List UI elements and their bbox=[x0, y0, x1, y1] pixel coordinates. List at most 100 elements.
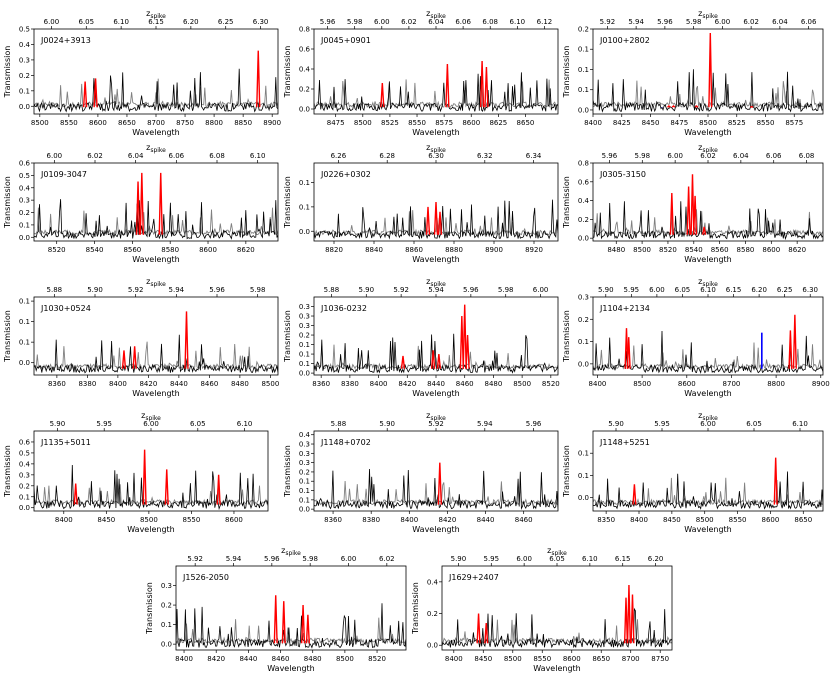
z-tick-label: 5.96 bbox=[320, 18, 336, 26]
z-tick-label: 6.32 bbox=[477, 152, 493, 160]
x-tick-label: 8520 bbox=[368, 655, 386, 663]
z-tick-label: 5.98 bbox=[498, 286, 514, 294]
y-tick-label: 0.1 bbox=[19, 87, 30, 95]
quasar-name-label: J1135+5011 bbox=[40, 438, 91, 447]
spike-marker bbox=[669, 193, 674, 235]
quasar-name-label: J1148+0702 bbox=[320, 438, 371, 447]
z-tick-label: 5.92 bbox=[187, 555, 203, 563]
x-tick-label: 8750 bbox=[176, 119, 194, 127]
z-tick-label: 6.00 bbox=[700, 420, 716, 428]
y-axis-label: Transmission bbox=[3, 176, 12, 229]
y-axis-label: Transmission bbox=[562, 176, 571, 229]
x-tick-label: 8480 bbox=[304, 655, 322, 663]
x-tick-label: 8520 bbox=[659, 246, 677, 254]
spike-marker bbox=[702, 226, 707, 235]
z-tick-label: 6.34 bbox=[526, 152, 542, 160]
z-tick-label: 6.00 bbox=[341, 555, 357, 563]
x-tick-label: 8500 bbox=[261, 380, 279, 388]
spike-marker bbox=[484, 66, 489, 108]
y-axis-label: Transmission bbox=[283, 310, 292, 363]
z-tick-label: 6.02 bbox=[87, 152, 103, 160]
plot-frame bbox=[33, 162, 279, 242]
spectrum-panel: 8360 8380 8400 8420 8440 8460 8480 8500 0.0 0.1 0.… bbox=[3, 277, 279, 398]
transmission-spectrum-line bbox=[314, 199, 558, 240]
quasar-name-label: J0305-3150 bbox=[599, 170, 646, 179]
z-tick-label: 5.95 bbox=[624, 286, 640, 294]
x-tick-label: 8620 bbox=[237, 246, 255, 254]
x-axis-label: Wavelength bbox=[132, 389, 179, 398]
spike-marker bbox=[437, 462, 442, 505]
spike-marker bbox=[132, 346, 137, 369]
y-tick-label: 0.4 bbox=[19, 184, 31, 192]
plot-frame bbox=[33, 296, 279, 376]
x-axis-label: Wavelength bbox=[684, 525, 731, 534]
spike-marker bbox=[445, 63, 450, 108]
x-tick-label: 8500 bbox=[513, 380, 531, 388]
transmission-spectrum-line bbox=[593, 330, 823, 374]
x-tick-label: 8700 bbox=[147, 119, 165, 127]
x-tick-label: 8500 bbox=[699, 119, 717, 127]
y-tick-label: 0.3 bbox=[299, 450, 310, 458]
z-tick-label: 6.10 bbox=[792, 420, 808, 428]
spectrum-panel: 8400 8420 8440 8460 8480 8500 8520 0.0 0.1 0.2 0.3… bbox=[145, 546, 407, 673]
spike-marker bbox=[425, 206, 431, 235]
spike-marker bbox=[708, 33, 713, 108]
y-tick-label: 0.3 bbox=[299, 313, 310, 321]
y-tick-label: 0.8 bbox=[578, 160, 589, 168]
top-axis-label: zspike bbox=[141, 411, 161, 422]
y-tick-label: 0.2 bbox=[578, 26, 589, 34]
x-axis-label: Wavelength bbox=[412, 389, 459, 398]
spike-marker bbox=[484, 623, 489, 644]
x-tick-label: 8400 bbox=[589, 380, 607, 388]
y-tick-label: 0.3 bbox=[299, 459, 310, 467]
y-tick-label: 0.3 bbox=[19, 56, 30, 64]
x-axis-label: Wavelength bbox=[412, 255, 459, 264]
x-tick-label: 8920 bbox=[525, 246, 543, 254]
top-axis-label: zspike bbox=[146, 143, 166, 154]
z-tick-label: 6.04 bbox=[733, 152, 749, 160]
z-tick-label: 6.25 bbox=[218, 18, 234, 26]
y-tick-label: 0.1 bbox=[299, 487, 310, 495]
z-tick-label: 6.12 bbox=[537, 18, 553, 26]
z-tick-label: 6.06 bbox=[766, 152, 782, 160]
y-tick-label: 0.0 bbox=[427, 642, 438, 650]
y-tick-label: 0.1 bbox=[299, 179, 310, 187]
z-tick-label: 6.15 bbox=[615, 555, 631, 563]
z-tick-label: 6.08 bbox=[482, 18, 498, 26]
x-tick-label: 8480 bbox=[231, 380, 249, 388]
x-tick-label: 8440 bbox=[170, 380, 188, 388]
z-tick-label: 5.95 bbox=[96, 420, 112, 428]
x-tick-label: 8500 bbox=[354, 119, 372, 127]
z-tick-label: 5.90 bbox=[50, 420, 66, 428]
x-tick-label: 8540 bbox=[86, 246, 104, 254]
z-tick-label: 6.20 bbox=[751, 286, 767, 294]
x-tick-label: 8475 bbox=[670, 119, 688, 127]
spike-marker bbox=[430, 350, 436, 369]
y-tick-label: 0.0 bbox=[578, 494, 589, 502]
y-tick-label: 0.4 bbox=[299, 431, 311, 439]
z-tick-label: 5.94 bbox=[428, 286, 444, 294]
x-tick-label: 8525 bbox=[728, 119, 746, 127]
y-tick-label: 0.0 bbox=[19, 103, 30, 111]
z-tick-label: 5.92 bbox=[393, 286, 409, 294]
spike-marker bbox=[281, 601, 286, 644]
spike-marker bbox=[788, 330, 793, 369]
y-tick-label: 0.3 bbox=[19, 471, 30, 479]
spike-marker bbox=[465, 335, 470, 369]
y-tick-label: 0.1 bbox=[19, 298, 30, 306]
spike-marker bbox=[433, 201, 439, 235]
x-tick-label: 8440 bbox=[427, 380, 445, 388]
z-tick-label: 5.96 bbox=[657, 18, 673, 26]
x-tick-label: 8750 bbox=[651, 655, 669, 663]
x-tick-label: 8840 bbox=[365, 246, 383, 254]
y-tick-label: 0.1 bbox=[299, 351, 310, 359]
y-tick-label: 0.4 bbox=[299, 66, 311, 74]
spike-marker bbox=[476, 613, 481, 644]
x-tick-label: 8440 bbox=[477, 516, 495, 524]
y-tick-label: 0.1 bbox=[578, 46, 589, 54]
transmission-spectrum-line bbox=[593, 471, 823, 510]
top-axis-label: zspike bbox=[698, 411, 718, 422]
y-axis-label: Transmission bbox=[3, 310, 12, 363]
z-tick-label: 5.96 bbox=[463, 286, 479, 294]
y-tick-label: 0.1 bbox=[299, 203, 310, 211]
